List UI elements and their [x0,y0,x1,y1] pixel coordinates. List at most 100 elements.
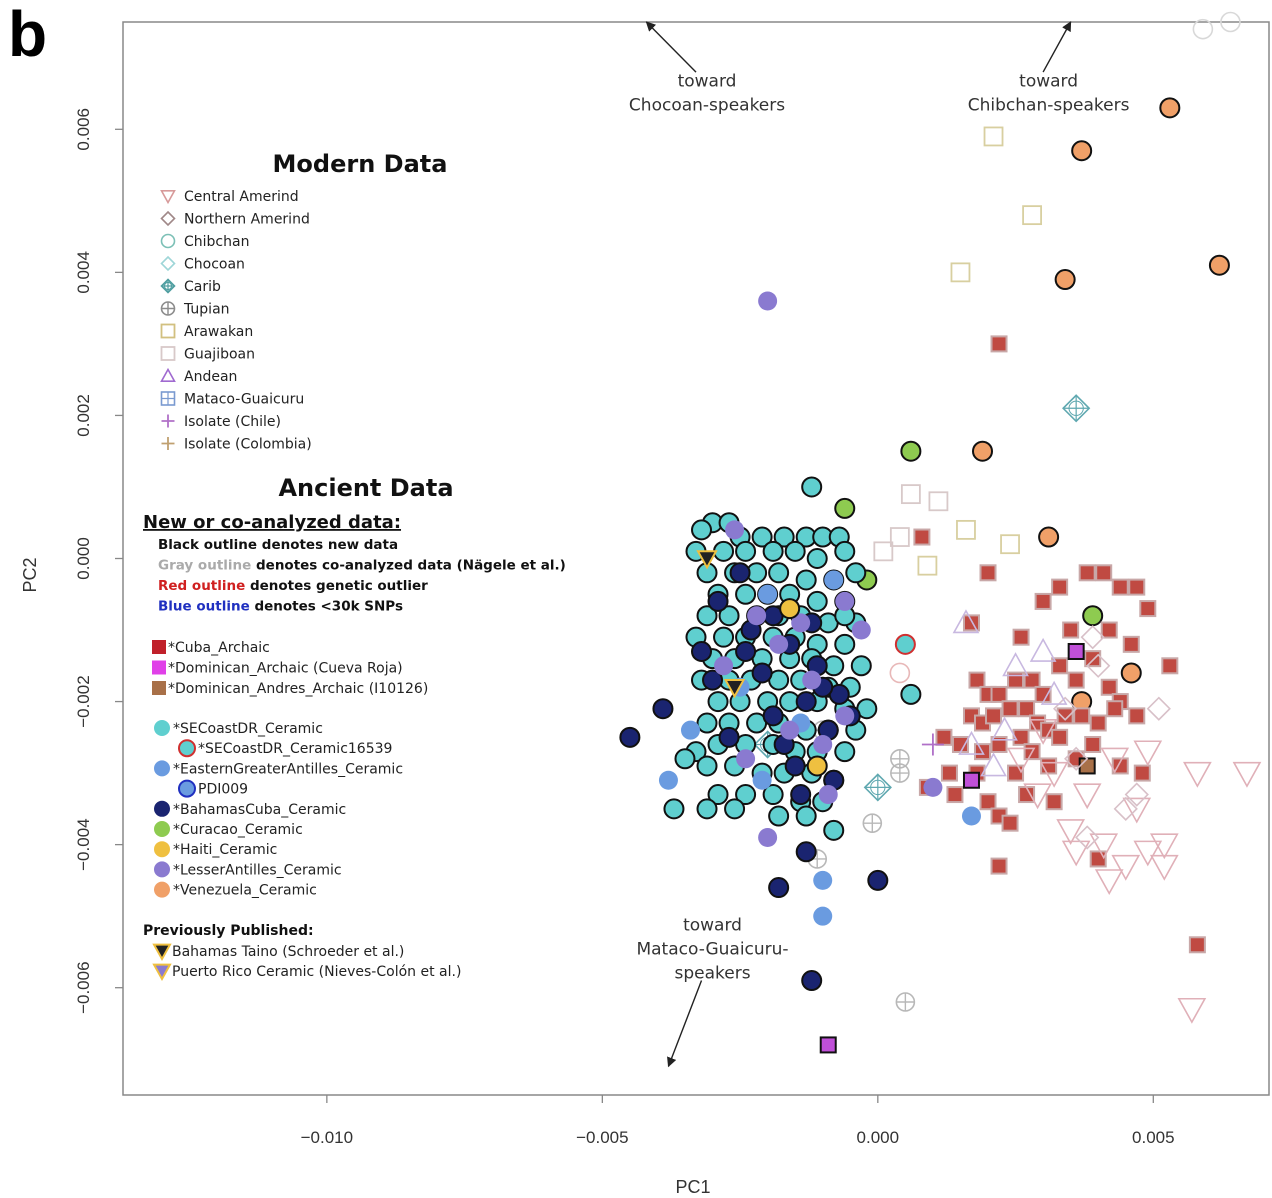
legend-item-dominican-andres-archaic-i10126: *Dominican_Andres_Archaic (I10126) [152,681,428,697]
legend-label: *SECoastDR_Ceramic [173,721,323,737]
data-point [1012,728,1030,746]
data-point [813,870,833,890]
legend-label: Bahamas Taino (Schroeder et al.) [172,944,404,960]
data-point [762,540,784,562]
legend-label: Guajiboan [184,347,255,363]
data-point [735,640,757,662]
data-point [1022,205,1042,226]
data-point [990,685,1008,703]
legend-ancient-title: Ancient Data [278,474,453,502]
data-point [718,605,740,627]
data-point [1128,707,1146,725]
legend-label: Northern Amerind [184,212,310,228]
legend-label: *EasternGreaterAntilles_Ceramic [173,761,403,777]
data-point [725,520,745,540]
data-point [723,679,746,699]
annotation-chocoan: toward Chocoan-speakers [629,21,785,115]
data-point [1084,735,1102,753]
series-lesserantilles-ceramic [714,291,943,847]
legend-outline-note: Gray outline denotes co-analyzed data (N… [158,558,566,574]
data-point [658,770,678,790]
data-point [735,583,757,605]
data-point [1053,696,1078,721]
data-point [980,752,1007,777]
data-point [890,763,910,783]
data-point [1001,814,1019,832]
annotation-text: speakers [674,963,750,983]
panel-letter: b [8,0,47,70]
legend-label: Mataco-Guaicuru [184,392,304,408]
data-point [1139,600,1157,618]
data-point [1177,997,1207,1024]
data-point [1051,578,1069,596]
data-point [962,614,980,632]
x-tick-label: −0.005 [576,1128,628,1147]
data-point [663,798,685,820]
series-chibchan [1192,11,1241,40]
data-point [962,771,980,789]
annotation-text: Chocoan-speakers [629,95,785,115]
data-point [806,590,828,612]
legend-label: Isolate (Colombia) [184,437,312,453]
data-point [923,777,943,797]
data-point [696,605,718,627]
legend-label: *Venezuela_Ceramic [173,883,317,899]
series-northern-amerind [1053,625,1171,850]
data-point [1012,628,1030,646]
annotation-arrow [1042,21,1072,73]
legend-label: PDI009 [198,782,248,798]
series-guajiboan [873,484,949,562]
data-point [768,805,790,827]
data-point [968,671,986,689]
legend-item-dominican-archaic-cueva-roja: *Dominican_Archaic (Cueva Roja) [152,660,403,677]
data-point [696,550,718,570]
y-tick-label: −0.006 [74,961,93,1013]
annotation-chibchan: toward Chibchan-speakers [968,21,1130,115]
data-point [1111,854,1141,881]
data-point [972,440,993,462]
data-point [1002,652,1029,677]
data-point [1084,650,1102,668]
data-point [735,540,757,562]
legend-item-bahamas-taino-schroeder-et-al: Bahamas Taino (Schroeder et al.) [152,943,404,962]
data-point [894,633,916,655]
data-point [806,548,828,569]
data-point [1056,707,1074,725]
data-point [1040,680,1068,705]
annotations: toward Chocoan-speakers toward Chibchan-spe… [629,21,1130,1068]
data-point [751,662,773,684]
data-point [1073,707,1091,725]
data-point [1192,18,1214,40]
data-point [768,562,790,584]
legend-outline-note: Blue outline denotes <30k SNPs [158,599,403,615]
data-point [961,806,981,826]
annotation-arrow [667,980,703,1068]
data-point [1120,662,1142,684]
data-point [790,784,812,806]
data-point [921,733,944,756]
data-point [802,670,822,690]
data-point [946,786,964,804]
data-point [735,784,757,806]
data-point [1094,869,1124,896]
data-point [1071,140,1093,162]
data-point [1100,678,1118,696]
data-marks [619,11,1262,1054]
data-point [780,720,800,740]
data-point [835,706,855,726]
data-point [806,755,828,777]
legend-new-data-heading: New or co-analyzed data: [143,512,401,533]
data-point [1078,564,1096,582]
data-point [707,691,729,713]
data-point [1095,564,1113,582]
data-point [696,755,718,777]
data-point [1100,621,1118,639]
legend-label: *Dominican_Archaic (Cueva Roja) [168,661,403,677]
series-andean [952,609,1068,777]
data-point [758,584,778,604]
data-point [1220,11,1241,33]
data-point [752,770,772,790]
legend-item-bahamascuba-ceramic: *BahamasCuba_Ceramic [154,800,346,818]
data-point [747,606,767,626]
data-point [1054,269,1076,291]
